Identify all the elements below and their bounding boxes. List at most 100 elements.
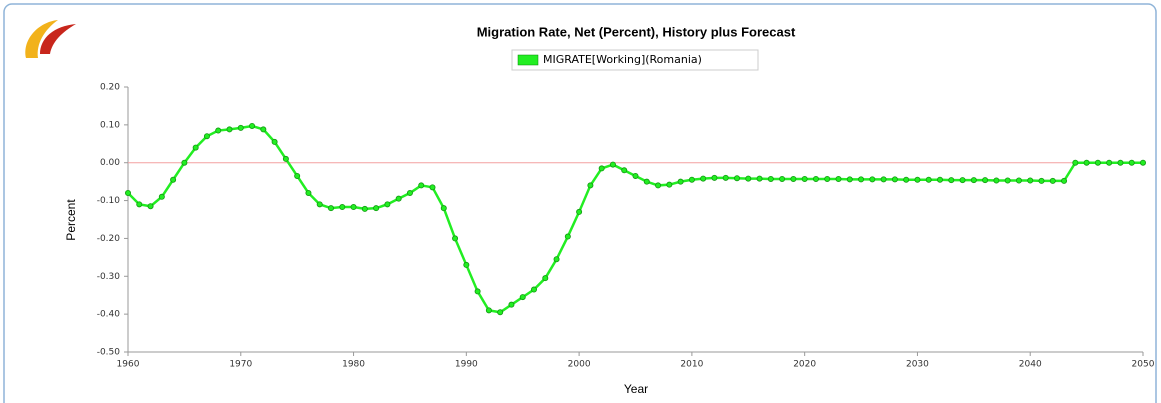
point <box>598 165 605 172</box>
point <box>790 175 797 182</box>
point <box>305 189 312 196</box>
point <box>925 176 932 183</box>
x-tick-label: 1990 <box>455 360 478 370</box>
x-tick-label: 2050 <box>1132 360 1155 370</box>
x-tick-label: 1960 <box>117 360 140 370</box>
point <box>508 301 515 308</box>
point <box>609 161 616 168</box>
x-tick-label: 2040 <box>1019 360 1042 370</box>
point <box>147 203 154 210</box>
point <box>643 178 650 185</box>
point <box>1140 159 1147 166</box>
point <box>677 178 684 185</box>
point <box>1128 159 1135 166</box>
point <box>361 205 368 212</box>
point <box>249 122 256 129</box>
point <box>1061 177 1068 184</box>
point <box>395 195 402 202</box>
point <box>519 294 526 301</box>
y-tick-label: 0.10 <box>100 120 120 130</box>
point <box>136 201 143 208</box>
point <box>779 175 786 182</box>
point <box>914 176 921 183</box>
point <box>339 204 346 211</box>
point <box>1027 177 1034 184</box>
point <box>350 204 357 211</box>
x-axis-label: Year <box>624 382 648 396</box>
point <box>384 201 391 208</box>
point <box>564 233 571 240</box>
point <box>891 176 898 183</box>
legend-swatch <box>517 54 539 66</box>
x-tick-label: 1980 <box>342 360 365 370</box>
point <box>858 176 865 183</box>
point <box>474 288 481 295</box>
point <box>373 205 380 212</box>
point <box>812 175 819 182</box>
point <box>869 176 876 183</box>
point <box>1038 177 1045 184</box>
point <box>993 177 1000 184</box>
point <box>316 201 323 208</box>
point <box>260 126 267 133</box>
point <box>158 193 165 200</box>
x-tick-label: 2000 <box>568 360 591 370</box>
x-tick-label: 2030 <box>906 360 929 370</box>
y-tick-label: -0.30 <box>97 272 121 282</box>
point <box>181 159 188 166</box>
point <box>418 182 425 189</box>
point <box>970 177 977 184</box>
frame <box>3 3 1157 403</box>
point <box>170 176 177 183</box>
point <box>982 177 989 184</box>
point <box>756 175 763 182</box>
point <box>880 176 887 183</box>
point <box>271 138 278 145</box>
point <box>632 172 639 179</box>
point <box>801 175 808 182</box>
point <box>125 189 132 196</box>
point <box>1083 159 1090 166</box>
chart-title: Migration Rate, Net (Percent), History p… <box>477 24 796 39</box>
point <box>282 155 289 162</box>
point <box>903 176 910 183</box>
x-tick-label: 2020 <box>793 360 816 370</box>
point <box>937 176 944 183</box>
point <box>215 127 222 134</box>
point <box>666 181 673 188</box>
point <box>452 235 459 242</box>
point <box>440 205 447 212</box>
point <box>485 307 492 314</box>
point <box>192 144 199 151</box>
x-tick-label: 1970 <box>229 360 252 370</box>
point <box>226 126 233 133</box>
point <box>734 175 741 182</box>
point <box>655 182 662 189</box>
y-tick-label: -0.10 <box>97 196 121 206</box>
point <box>948 177 955 184</box>
point <box>767 175 774 182</box>
point <box>835 175 842 182</box>
point <box>463 261 470 268</box>
point <box>237 124 244 131</box>
point <box>1015 177 1022 184</box>
y-tick-label: 0.00 <box>100 158 120 168</box>
point <box>542 275 549 282</box>
point <box>531 286 538 293</box>
point <box>621 167 628 174</box>
point <box>429 184 436 191</box>
x-tick-label: 2010 <box>680 360 703 370</box>
point <box>203 133 210 140</box>
y-tick-label: -0.20 <box>97 234 121 244</box>
point <box>824 175 831 182</box>
point <box>576 208 583 215</box>
logo <box>25 20 76 58</box>
point <box>959 177 966 184</box>
point <box>587 182 594 189</box>
legend-box <box>511 49 759 71</box>
point <box>745 175 752 182</box>
point <box>1106 159 1113 166</box>
point <box>406 189 413 196</box>
point <box>711 174 718 181</box>
